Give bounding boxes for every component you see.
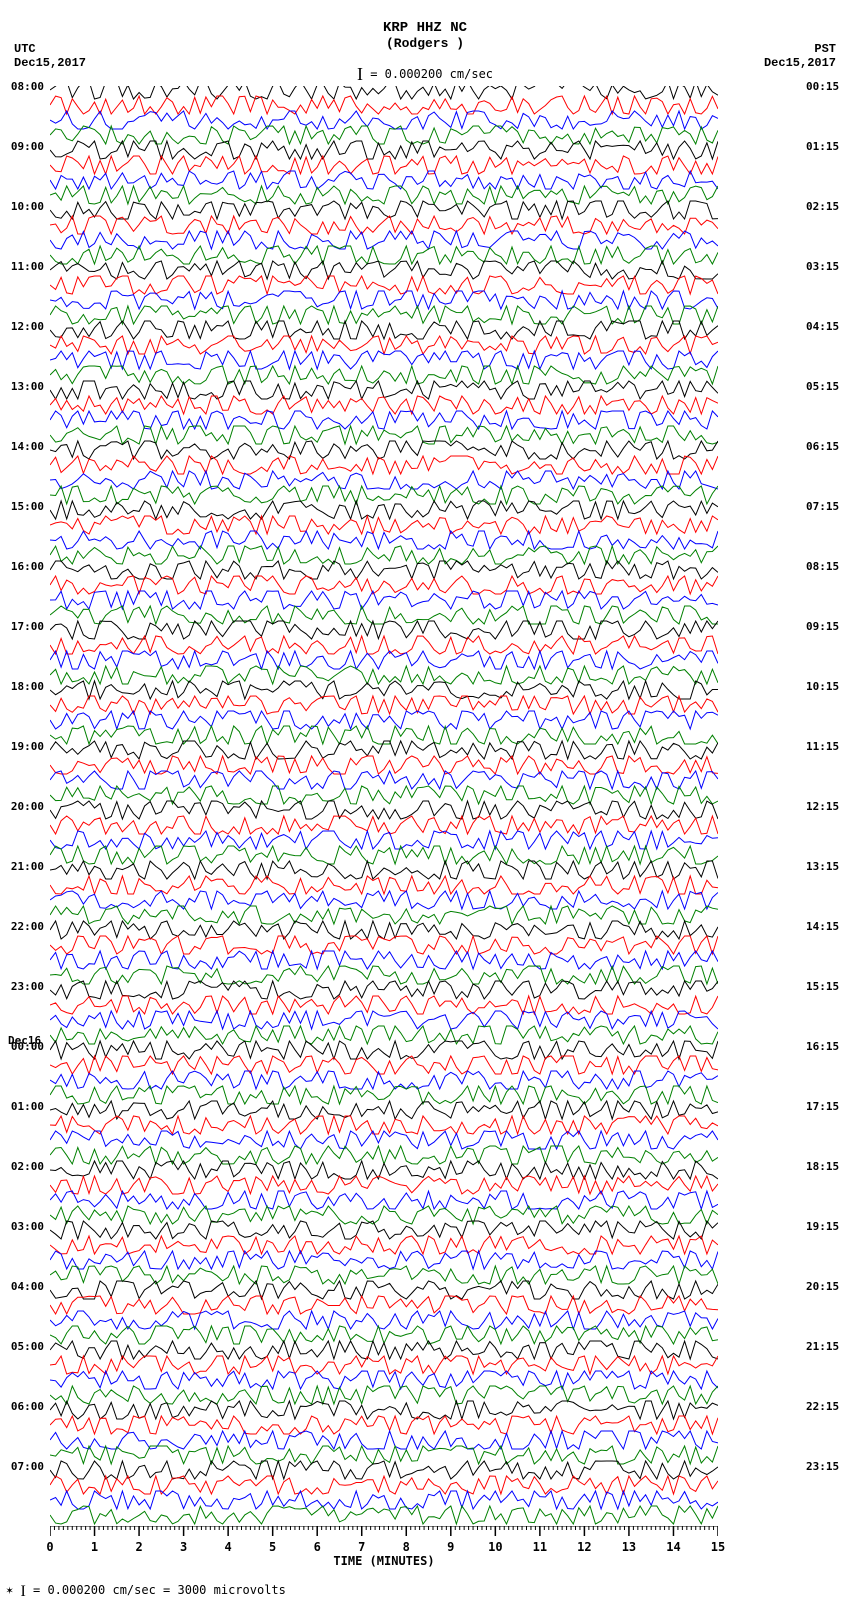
x-axis-title: TIME (MINUTES) [50, 1554, 718, 1568]
y-label-right: 09:15 [806, 620, 839, 633]
y-label-right: 21:15 [806, 1340, 839, 1353]
scale-glyph-icon: I [357, 64, 363, 84]
y-label-left: 10:00 [11, 200, 44, 213]
x-tick-label: 3 [180, 1540, 187, 1554]
y-label-left: 15:00 [11, 500, 44, 513]
y-label-left: 11:00 [11, 260, 44, 273]
x-tick-label: 13 [622, 1540, 636, 1554]
y-label-right: 04:15 [806, 320, 839, 333]
y-axis-right: 00:1501:1502:1503:1504:1505:1506:1507:15… [802, 86, 850, 1526]
y-label-right: 01:15 [806, 140, 839, 153]
y-label-left: 21:00 [11, 860, 44, 873]
y-label-right: 07:15 [806, 500, 839, 513]
y-axis-left: 08:0009:0010:0011:0012:0013:0014:0015:00… [0, 86, 48, 1526]
x-tick-label: 15 [711, 1540, 725, 1554]
helicorder-traces [50, 86, 718, 1526]
y-label-left: 04:00 [11, 1280, 44, 1293]
y-label-left: 05:00 [11, 1340, 44, 1353]
y-label-left: 09:00 [11, 140, 44, 153]
y-label-right: 14:15 [806, 920, 839, 933]
y-label-right: 18:15 [806, 1160, 839, 1173]
y-label-left: 06:00 [11, 1400, 44, 1413]
x-tick-label: 12 [577, 1540, 591, 1554]
y-label-right: 12:15 [806, 800, 839, 813]
helicorder-plot [50, 86, 718, 1526]
y-label-right: 23:15 [806, 1460, 839, 1473]
y-label-right: 03:15 [806, 260, 839, 273]
chart-header: KRP HHZ NC (Rodgers ) [0, 20, 850, 51]
y-label-right: 05:15 [806, 380, 839, 393]
y-label-left: 01:00 [11, 1100, 44, 1113]
x-tick-label: 7 [358, 1540, 365, 1554]
y-label-right: 16:15 [806, 1040, 839, 1053]
footer-scale-value: = 0.000200 cm/sec = 3000 microvolts [26, 1583, 286, 1597]
y-label-left: 18:00 [11, 680, 44, 693]
y-label-left: 08:00 [11, 80, 44, 93]
date-left-label: Dec15,2017 [14, 56, 86, 70]
x-tick-label: 8 [403, 1540, 410, 1554]
x-tick-label: 11 [533, 1540, 547, 1554]
y-label-left: 23:00 [11, 980, 44, 993]
date-right-label: Dec15,2017 [764, 56, 836, 70]
y-label-left: 03:00 [11, 1220, 44, 1233]
x-tick-label: 9 [447, 1540, 454, 1554]
footer-scale-glyph-icon: I [20, 1583, 25, 1600]
x-tick-label: 14 [666, 1540, 680, 1554]
y-label-left: 19:00 [11, 740, 44, 753]
footer-scale: ✶ I = 0.000200 cm/sec = 3000 microvolts [6, 1581, 286, 1599]
y-label-right: 19:15 [806, 1220, 839, 1233]
tz-right-label: PST [814, 42, 836, 56]
y-label-right: 22:15 [806, 1400, 839, 1413]
x-tick-label: 1 [91, 1540, 98, 1554]
y-label-right: 20:15 [806, 1280, 839, 1293]
y-label-left: 12:00 [11, 320, 44, 333]
y-label-left: 20:00 [11, 800, 44, 813]
x-axis: 0123456789101112131415 TIME (MINUTES) [50, 1526, 718, 1566]
y-label-right: 15:15 [806, 980, 839, 993]
y-label-left: 14:00 [11, 440, 44, 453]
y-label-right: 13:15 [806, 860, 839, 873]
y-label-right: 00:15 [806, 80, 839, 93]
tz-left-label: UTC [14, 42, 36, 56]
x-tick-label: 6 [314, 1540, 321, 1554]
station-name: (Rodgers ) [0, 36, 850, 51]
y-label-right: 06:15 [806, 440, 839, 453]
y-label-left: 00:00 [11, 1040, 44, 1053]
y-label-right: 11:15 [806, 740, 839, 753]
y-label-right: 08:15 [806, 560, 839, 573]
y-label-left: 13:00 [11, 380, 44, 393]
x-tick-label: 0 [46, 1540, 53, 1554]
x-tick-label: 4 [225, 1540, 232, 1554]
x-tick-label: 2 [135, 1540, 142, 1554]
footer-mark-icon: ✶ [6, 1583, 20, 1597]
page-root: KRP HHZ NC (Rodgers ) I = 0.000200 cm/se… [0, 0, 850, 1613]
x-tick-label: 10 [488, 1540, 502, 1554]
station-code: KRP HHZ NC [0, 20, 850, 36]
y-label-left: 17:00 [11, 620, 44, 633]
y-label-left: 22:00 [11, 920, 44, 933]
y-label-right: 10:15 [806, 680, 839, 693]
y-label-right: 02:15 [806, 200, 839, 213]
scale-value: = 0.000200 cm/sec [363, 67, 493, 81]
y-label-left: 16:00 [11, 560, 44, 573]
scale-indicator: I = 0.000200 cm/sec [0, 62, 850, 83]
x-axis-ticks [50, 1526, 718, 1540]
y-label-left: 07:00 [11, 1460, 44, 1473]
x-tick-label: 5 [269, 1540, 276, 1554]
y-label-right: 17:15 [806, 1100, 839, 1113]
y-label-left: 02:00 [11, 1160, 44, 1173]
